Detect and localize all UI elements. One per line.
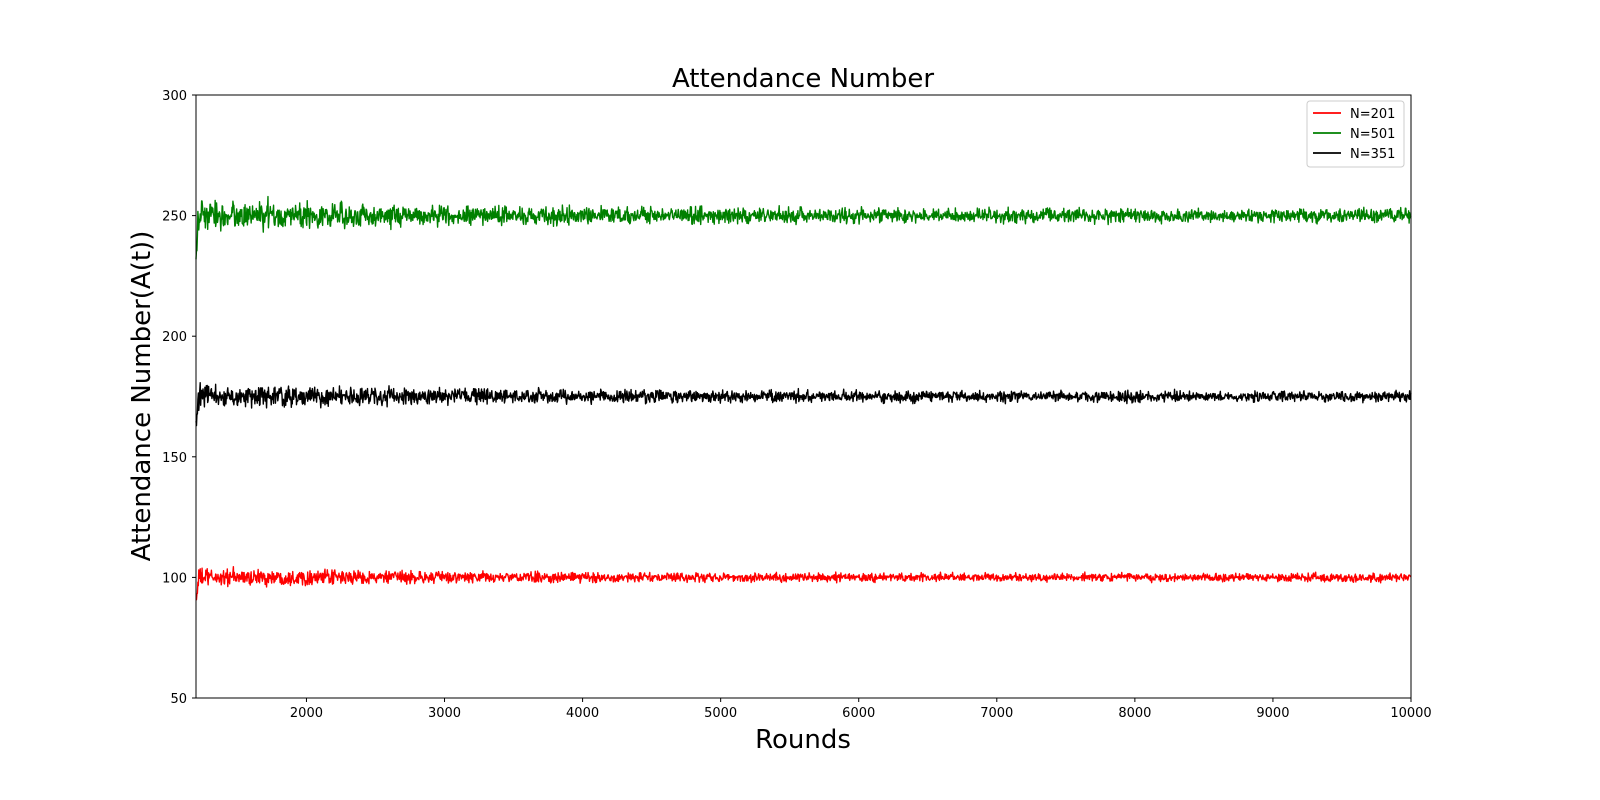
y-tick-label: 250 — [162, 210, 187, 225]
y-tick-label: 200 — [162, 330, 187, 345]
series-line-n-501 — [195, 195, 1412, 260]
chart-title: Attendance Number — [672, 64, 934, 94]
legend-label: N=201 — [1350, 107, 1395, 122]
series-layer — [195, 195, 1412, 601]
x-tick-label: 2000 — [290, 706, 323, 721]
series-line-n-201 — [195, 566, 1412, 601]
y-tick-label: 150 — [162, 451, 187, 466]
x-tick-label: 3000 — [428, 706, 461, 721]
x-axis-ticks: 2000 3000 4000 5000 6000 7000 8000 9000 10000 — [290, 698, 1432, 721]
series-line-n-351 — [195, 382, 1412, 427]
y-axis-ticks: 50 100 150 200 250 300 — [162, 89, 196, 707]
y-axis-label: Attendance Number(A(t)) — [127, 231, 157, 562]
x-tick-label: 5000 — [704, 706, 737, 721]
plot-frame — [195, 94, 1412, 699]
y-tick-label: 300 — [162, 89, 187, 104]
x-tick-label: 4000 — [566, 706, 599, 721]
legend-items: N=201 N=501 N=351 — [1313, 107, 1395, 162]
x-axis-label: Rounds — [755, 725, 851, 755]
x-tick-label: 6000 — [842, 706, 875, 721]
y-tick-label: 100 — [162, 571, 187, 586]
legend-label: N=351 — [1350, 147, 1395, 162]
x-tick-label: 10000 — [1390, 706, 1431, 721]
legend-box — [1306, 100, 1405, 168]
x-tick-label: 8000 — [1118, 706, 1151, 721]
y-tick-label: 50 — [170, 692, 187, 707]
x-tick-label: 9000 — [1256, 706, 1289, 721]
x-tick-label: 7000 — [980, 706, 1013, 721]
legend-label: N=501 — [1350, 127, 1395, 142]
legend: N=201 N=501 N=351 — [1306, 100, 1405, 168]
